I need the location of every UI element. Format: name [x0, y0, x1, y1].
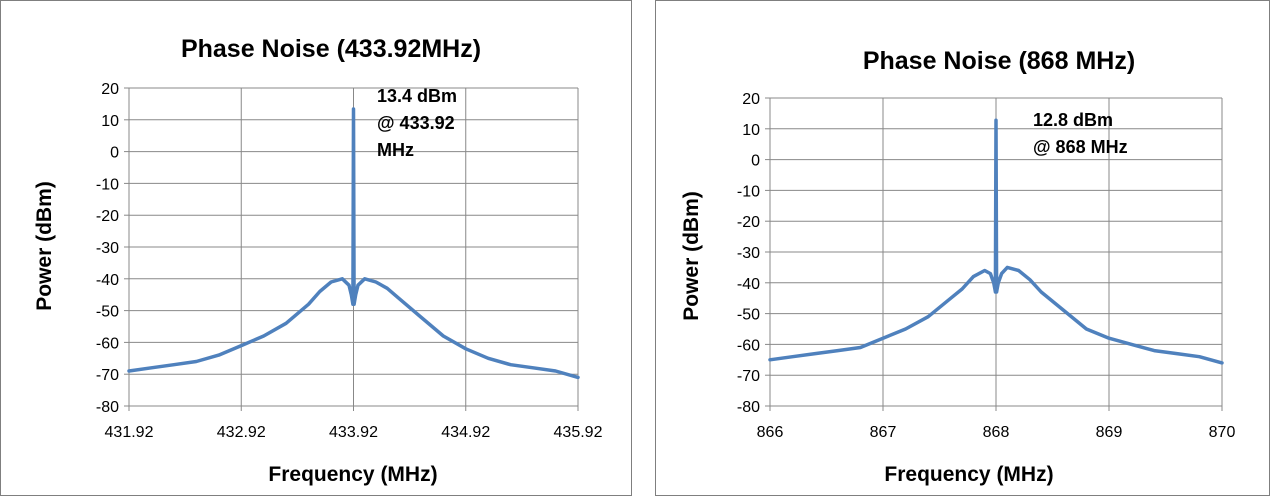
series-line: [768, 118, 1224, 365]
phase-noise-868-chart: Phase Noise (868 MHz) Frequency (MHz) Po…: [680, 47, 1236, 486]
y-tick-label: -50: [96, 304, 119, 321]
y-tick-label: 10: [101, 113, 119, 130]
x-axis-label: Frequency (MHz): [268, 463, 437, 486]
x-axis-label: Frequency (MHz): [884, 463, 1053, 486]
y-tick-label: -40: [737, 276, 760, 293]
peak-annotation: 12.8 dBm @ 868 MHz: [1033, 110, 1128, 157]
x-tick-label: 435.92: [554, 424, 603, 441]
y-axis-label: Power (dBm): [680, 191, 703, 321]
y-tick-label: -50: [737, 307, 760, 324]
y-tick-label: -30: [737, 245, 760, 262]
y-tick-label: -20: [96, 208, 119, 225]
y-tick-label: -70: [737, 368, 760, 385]
peak-annotation-line-3: MHz: [377, 140, 414, 160]
x-tick-label: 434.92: [441, 424, 490, 441]
peak-annotation-line-2: @ 433.92: [377, 113, 455, 133]
y-tick-label: -60: [96, 335, 119, 352]
x-tick-label: 870: [1209, 424, 1236, 441]
y-tick-label: -80: [96, 399, 119, 416]
y-tick-label: 0: [751, 153, 760, 170]
chart-title: Phase Noise (868 MHz): [863, 47, 1135, 75]
grid: [765, 97, 1223, 411]
y-tick-label: -20: [737, 214, 760, 231]
peak-annotation: 13.4 dBm @ 433.92 MHz: [377, 86, 457, 160]
x-tick-label: 433.92: [329, 424, 378, 441]
y-tick-label: 20: [101, 81, 119, 98]
y-tick-label: -10: [96, 176, 119, 193]
chart-panel-433: Phase Noise (433.92MHz) Frequency (MHz) …: [0, 0, 632, 496]
x-tick-label: 867: [870, 424, 897, 441]
y-tick-label: -70: [96, 367, 119, 384]
chart-panel-868: Phase Noise (868 MHz) Frequency (MHz) Po…: [655, 0, 1270, 496]
y-tick-label: 10: [742, 122, 760, 139]
x-tick-label: 432.92: [217, 424, 266, 441]
x-tick-label: 869: [1096, 424, 1123, 441]
phase-noise-433-chart: Phase Noise (433.92MHz) Frequency (MHz) …: [33, 35, 603, 486]
chart-title: Phase Noise (433.92MHz): [181, 35, 481, 63]
peak-annotation-line-2: @ 868 MHz: [1033, 137, 1128, 157]
y-tick-label: -60: [737, 337, 760, 354]
y-tick-label: -80: [737, 399, 760, 416]
peak-annotation-line-1: 12.8 dBm: [1033, 110, 1113, 130]
y-tick-label: 20: [742, 91, 760, 108]
x-tick-label: 431.92: [105, 424, 154, 441]
y-tick-label: 0: [110, 145, 119, 162]
x-tick-label: 868: [983, 424, 1010, 441]
y-axis-label: Power (dBm): [33, 181, 56, 311]
peak-annotation-line-1: 13.4 dBm: [377, 86, 457, 106]
y-tick-label: -10: [737, 183, 760, 200]
x-tick-label: 866: [757, 424, 784, 441]
y-tick-label: -30: [96, 240, 119, 257]
y-tick-label: -40: [96, 272, 119, 289]
series-line: [127, 107, 580, 380]
